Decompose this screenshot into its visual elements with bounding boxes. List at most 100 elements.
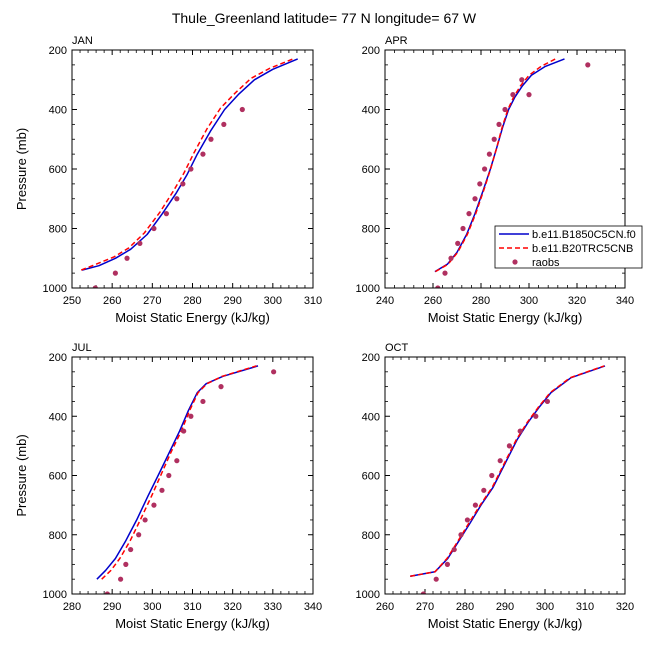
- panel-oct: OCT 260 270 280 290 300 310 320 200 400 600 800 1000…: [356, 342, 635, 631]
- raobs-point: [174, 196, 180, 202]
- legend: b.e11.B1850C5CN.f0 b.e11.B20TRC5CNB raobs: [494, 225, 643, 269]
- plot-frame: [71, 49, 314, 289]
- y-tick-label: 400: [49, 411, 67, 423]
- raobs-point: [486, 151, 492, 157]
- raobs-point: [166, 472, 172, 479]
- x-tick-label: 300: [520, 295, 538, 307]
- raobs-point: [200, 398, 206, 405]
- panel-jan: JAN 250 260 270 280 290 300 310 200 400 600 800 1000…: [14, 35, 322, 325]
- raobs-point: [180, 181, 186, 187]
- y-tick-label: 800: [49, 530, 67, 542]
- y-tick-label: 200: [362, 352, 380, 364]
- raobs-point: [239, 106, 245, 113]
- legend-marker: [512, 259, 518, 265]
- y-tick-label: 200: [49, 45, 67, 57]
- raobs-point: [188, 166, 194, 172]
- y-tick-label: 200: [49, 352, 67, 364]
- series-line-b1850c5cn: [81, 58, 298, 271]
- raobs-point: [218, 384, 224, 390]
- plot-area: [80, 57, 298, 288]
- raobs-point: [163, 211, 169, 217]
- panel-apr: APR 240 260 280 300 320 340 200 400 600 800 1000 Moi…: [356, 35, 635, 325]
- x-tick-label: 320: [616, 601, 634, 613]
- series-line-b20trc5cnb: [101, 365, 257, 580]
- panel-label: APR: [385, 35, 408, 47]
- x-axis-label: Moist Static Energy (kJ/kg): [428, 616, 583, 631]
- y-tick-label: 1000: [356, 589, 380, 601]
- raobs-point: [491, 136, 497, 142]
- x-tick-label: 280: [472, 295, 490, 307]
- raobs-point: [544, 398, 551, 405]
- x-tick-label: 280: [456, 601, 474, 613]
- y-axis-label: Pressure (mb): [14, 128, 29, 210]
- raobs-point: [526, 92, 532, 98]
- x-tick-label: 340: [616, 295, 634, 307]
- legend-label: b.e11.B20TRC5CNB: [532, 243, 633, 255]
- raobs-point: [510, 92, 516, 98]
- raobs-point: [128, 546, 134, 553]
- series-line-b20trc5cnb: [80, 57, 295, 271]
- raobs-point: [271, 369, 277, 375]
- raobs-point: [481, 487, 487, 493]
- x-tick-label: 300: [143, 601, 161, 613]
- x-tick-label: 310: [183, 601, 201, 613]
- panel-label: JAN: [72, 35, 93, 47]
- raobs-point: [188, 413, 194, 419]
- raobs-point: [124, 255, 130, 261]
- x-tick-label: 240: [376, 295, 394, 307]
- raobs-point: [433, 576, 439, 582]
- y-tick-label: 200: [362, 45, 380, 57]
- x-tick-label: 250: [63, 295, 81, 307]
- plot-area: [410, 365, 606, 594]
- plot-frame: [71, 356, 314, 595]
- raobs-point: [92, 285, 98, 288]
- x-tick-label: 310: [576, 601, 594, 613]
- raobs-point: [448, 255, 454, 261]
- series-line-b1850c5cn: [96, 365, 259, 580]
- raobs-point: [142, 517, 148, 523]
- raobs-point: [118, 576, 124, 582]
- y-axis-label: Pressure (mb): [14, 434, 29, 516]
- raobs-point: [519, 77, 525, 83]
- raobs-point: [472, 196, 478, 202]
- y-tick-label: 800: [362, 530, 380, 542]
- raobs-point: [460, 225, 466, 232]
- figure-title: Thule_Greenland latitude= 77 N longitude…: [172, 10, 477, 26]
- raobs-point: [517, 428, 523, 434]
- y-tick-label: 400: [362, 105, 380, 117]
- x-tick-label: 290: [496, 601, 514, 613]
- raobs-point: [104, 591, 110, 594]
- x-tick-label: 260: [376, 601, 394, 613]
- plot-frame: [384, 49, 626, 289]
- raobs-point: [464, 517, 470, 523]
- raobs-point: [458, 532, 464, 538]
- raobs-point: [208, 136, 214, 142]
- y-tick-label: 600: [362, 164, 380, 176]
- legend-label: b.e11.B1850C5CN.f0: [532, 229, 636, 241]
- y-tick-label: 1000: [43, 589, 67, 601]
- raobs-point: [137, 240, 143, 246]
- x-tick-label: 340: [304, 601, 322, 613]
- panel-label: OCT: [385, 342, 409, 354]
- x-tick-label: 330: [264, 601, 282, 613]
- raobs-point: [159, 487, 165, 493]
- raobs-point: [506, 443, 512, 449]
- raobs-point: [477, 181, 483, 187]
- raobs-point: [482, 166, 488, 172]
- raobs-point: [451, 546, 457, 553]
- raobs-point: [221, 121, 227, 127]
- raobs-point: [200, 151, 206, 157]
- raobs-point: [435, 285, 441, 288]
- raobs-point: [136, 532, 142, 538]
- y-tick-label: 1000: [356, 283, 380, 295]
- y-tick-label: 400: [49, 105, 67, 117]
- x-axis-label: Moist Static Energy (kJ/kg): [115, 616, 270, 631]
- panels: JAN 250 260 270 280 290 300 310 200 400 600 800 1000…: [14, 35, 634, 631]
- series-line-b20trc5cnb: [410, 365, 605, 577]
- x-tick-label: 260: [424, 295, 442, 307]
- x-tick-label: 300: [536, 601, 554, 613]
- y-tick-label: 1000: [43, 283, 67, 295]
- plot-area: [434, 57, 591, 288]
- x-tick-label: 280: [183, 295, 201, 307]
